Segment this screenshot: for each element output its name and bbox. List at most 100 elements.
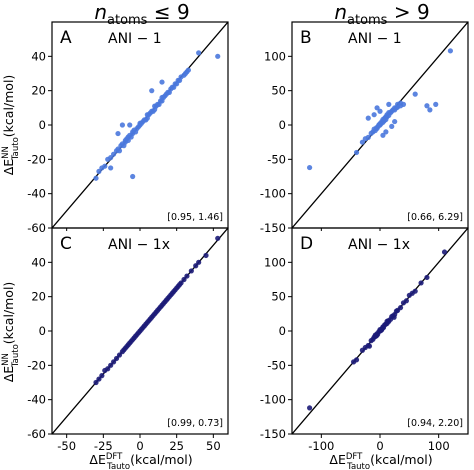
panel-a-point	[127, 122, 133, 128]
panel-a-stats-label: [0.95, 1.46]	[167, 212, 223, 223]
panel-c-point	[188, 268, 194, 274]
x-axis-label-left: ΔEDFT Tauto(kcal/mol)	[89, 452, 192, 470]
y-label-delta-top: ΔE	[1, 159, 16, 176]
y-axis-label-bottom: ΔENNTauto(kcal/mol)	[1, 282, 21, 383]
panel-d-xtick-label: -100	[308, 439, 334, 453]
panel-d-point	[397, 305, 404, 311]
column-title-left-rel: ≤ 9	[147, 0, 189, 24]
panel-d-ytick-label: 0	[279, 324, 286, 338]
panel-a-point	[111, 151, 117, 157]
panel-d-ytick-label: -150	[260, 427, 286, 441]
panel-a-ytick-label: -20	[27, 152, 46, 166]
panel-d-plot-area	[292, 228, 468, 434]
panel-b-point	[427, 107, 433, 113]
panel-c-ytick-label: 20	[31, 290, 46, 304]
panel-c-xtick-label: 50	[206, 439, 221, 453]
panel-d-point	[424, 274, 430, 281]
panel-d-point	[307, 405, 313, 411]
panel-c-xtick-label: -25	[94, 439, 113, 453]
y-label-sub-bottom: Tauto	[11, 344, 21, 368]
y-label-sup-bottom: NN	[1, 353, 11, 366]
panel-d-point	[391, 314, 397, 320]
panel-a-point	[108, 165, 114, 171]
panel-b-ytick-label: -150	[260, 221, 286, 235]
panel-c-stats-label: [0.99, 0.73]	[167, 418, 223, 429]
x-label-sup-left: DFT	[106, 452, 123, 462]
panel-a-letter: A	[60, 28, 72, 48]
panel-c-point	[203, 252, 209, 259]
panel-d-point	[379, 327, 385, 333]
panel-a-point	[102, 163, 108, 169]
panel-b-point	[386, 101, 392, 107]
panel-d-point	[412, 288, 418, 294]
panel-a-point	[108, 155, 114, 161]
panel-c-point	[196, 259, 202, 265]
column-title-left-var: n	[94, 0, 107, 24]
panel-b-point	[359, 139, 365, 145]
panel-c-ytick-label: -20	[27, 358, 46, 372]
panel-d-point	[403, 298, 409, 304]
panel-a-point	[130, 173, 136, 180]
panel-b-point	[447, 48, 453, 54]
y-label-sup-top: NN	[1, 146, 11, 159]
panel-b-ytick-label: 0	[279, 118, 286, 132]
x-label-delta-right: ΔE	[329, 452, 346, 467]
panel-b-ytick-label: -50	[267, 152, 286, 166]
panel-c-ytick-label: 40	[31, 255, 46, 269]
panel-d-point	[418, 280, 424, 286]
panel-a-ytick-label: -40	[27, 187, 46, 201]
panel-b-point	[377, 108, 383, 114]
panel-b-ytick-label: 50	[271, 84, 286, 98]
panel-c-xtick-label: -50	[57, 439, 76, 453]
panel-c-point	[99, 373, 105, 379]
panel-c-point	[116, 352, 123, 358]
column-title-left: natoms ≤ 9	[94, 0, 189, 28]
panel-d-xtick-label: 0	[376, 439, 383, 453]
panel-d-model-label: ANI − 1x	[348, 237, 410, 253]
panel-d-point	[366, 343, 373, 349]
panel-a-point	[119, 122, 125, 128]
panel-a-point	[116, 148, 123, 154]
x-label-delta-left: ΔE	[89, 452, 106, 467]
panel-a: -60 -40 -20 0 20 40 A ANI − 1 [0.95, 1.46]	[27, 21, 229, 235]
x-label-sub-left: Tauto	[106, 462, 130, 470]
panel-c-point	[93, 379, 99, 386]
panel-c-point	[113, 355, 120, 362]
y-label-unit-bottom: (kcal/mol)	[1, 282, 16, 345]
panel-a-plot-area	[52, 22, 228, 228]
x-label-sup-right: DFT	[346, 452, 363, 462]
panel-d-point	[353, 357, 360, 363]
column-title-right-var: n	[334, 0, 347, 24]
panel-c-plot-area	[52, 228, 228, 434]
panel-b-point	[389, 123, 395, 129]
panel-a-model-label: ANI − 1	[108, 31, 162, 47]
panel-a-point	[115, 130, 121, 137]
panel-b-point	[433, 101, 439, 107]
panel-c-ytick-label: -60	[27, 427, 46, 441]
panel-c-point	[181, 276, 187, 283]
panel-d-point	[441, 249, 448, 255]
panel-a-point	[149, 88, 155, 94]
panel-a-ytick-label: -60	[27, 221, 46, 235]
panel-b-ytick-label: 100	[264, 49, 286, 63]
panel-b-model-label: ANI − 1	[348, 31, 402, 47]
x-axis-label-right: ΔEDFT Tauto(kcal/mol)	[329, 452, 432, 470]
y-axis-label-top: ΔENNTauto(kcal/mol)	[1, 75, 21, 176]
panel-b-point	[371, 112, 377, 118]
panel-a-ytick-label: 0	[39, 118, 46, 132]
panel-a-ytick-label: 40	[31, 49, 46, 63]
panel-d-ytick-label: 50	[271, 290, 286, 304]
panel-c-point	[108, 362, 114, 368]
panel-c-xtick-label: 25	[169, 439, 184, 453]
panel-b-letter: B	[300, 28, 312, 48]
panel-b-point	[365, 134, 371, 140]
panel-a-point	[215, 53, 221, 59]
panel-c-point	[215, 235, 221, 241]
panel-a-point	[159, 79, 165, 85]
panel-b-plot-area	[292, 22, 468, 228]
panel-a-point	[196, 50, 202, 56]
panel-a-point	[96, 168, 102, 174]
panel-d-stats-label: [0.94, 2.20]	[407, 418, 463, 429]
panel-b-stats-label: [0.66, 6.29]	[407, 212, 463, 223]
panel-c: -60 -40 -20 0 20 40 -50 -25 0 25 50 C ANI − 1x [0.99,…	[27, 227, 229, 453]
